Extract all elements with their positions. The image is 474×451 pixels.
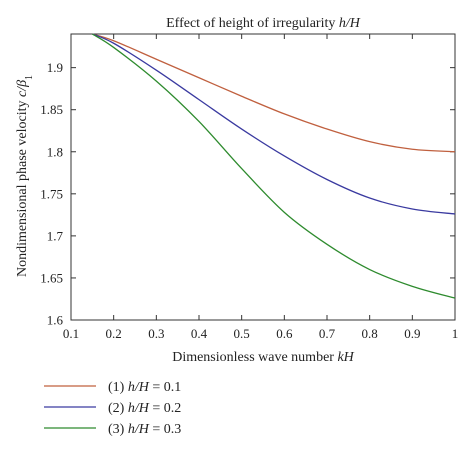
legend: (1) h/H = 0.1 (2) h/H = 0.2 (3) h/H = 0.3 [44,380,181,437]
series-line-2 [92,33,456,215]
y-tick-label: 1.65 [40,270,63,285]
plot-frame [70,33,456,321]
series-line-3 [91,33,456,299]
y-tick-label: 1.7 [47,228,64,243]
x-tick-label: 0.2 [106,326,122,341]
y-tick-label: 1.85 [40,102,63,117]
x-tick-label: 0.8 [362,326,378,341]
x-tick-label: 1 [452,326,459,341]
legend-label-3: (3) h/H = 0.3 [108,422,181,437]
y-axis-label: Nondimensional phase velocity c/β1 [15,75,35,277]
legend-label-2: (2) h/H = 0.2 [108,401,181,416]
y-tick-label: 1.9 [47,60,63,75]
y-tick-label: 1.6 [47,313,64,328]
x-tick-label: 0.1 [63,326,79,341]
x-tick-label: 0.4 [191,326,208,341]
series-line-1 [92,33,456,153]
x-tick-label: 0.6 [276,326,293,341]
y-tick-label: 1.75 [40,186,63,201]
y-tick-label: 1.8 [47,144,63,159]
x-tick-label: 0.3 [148,326,164,341]
x-tick-label: 0.5 [234,326,250,341]
x-tick-label: 0.7 [319,326,336,341]
legend-label-1: (1) h/H = 0.1 [108,380,181,395]
x-axis-label: Dimensionless wave number kH [172,350,354,365]
chart-title: Effect of height of irregularity h/H [166,16,361,31]
x-tick-label: 0.9 [404,326,420,341]
plot-area: 0.1 0.2 0.3 0.4 0.5 0.6 0.7 0.8 0.9 1 1.6 1.65 1.7 1.… [40,33,459,341]
